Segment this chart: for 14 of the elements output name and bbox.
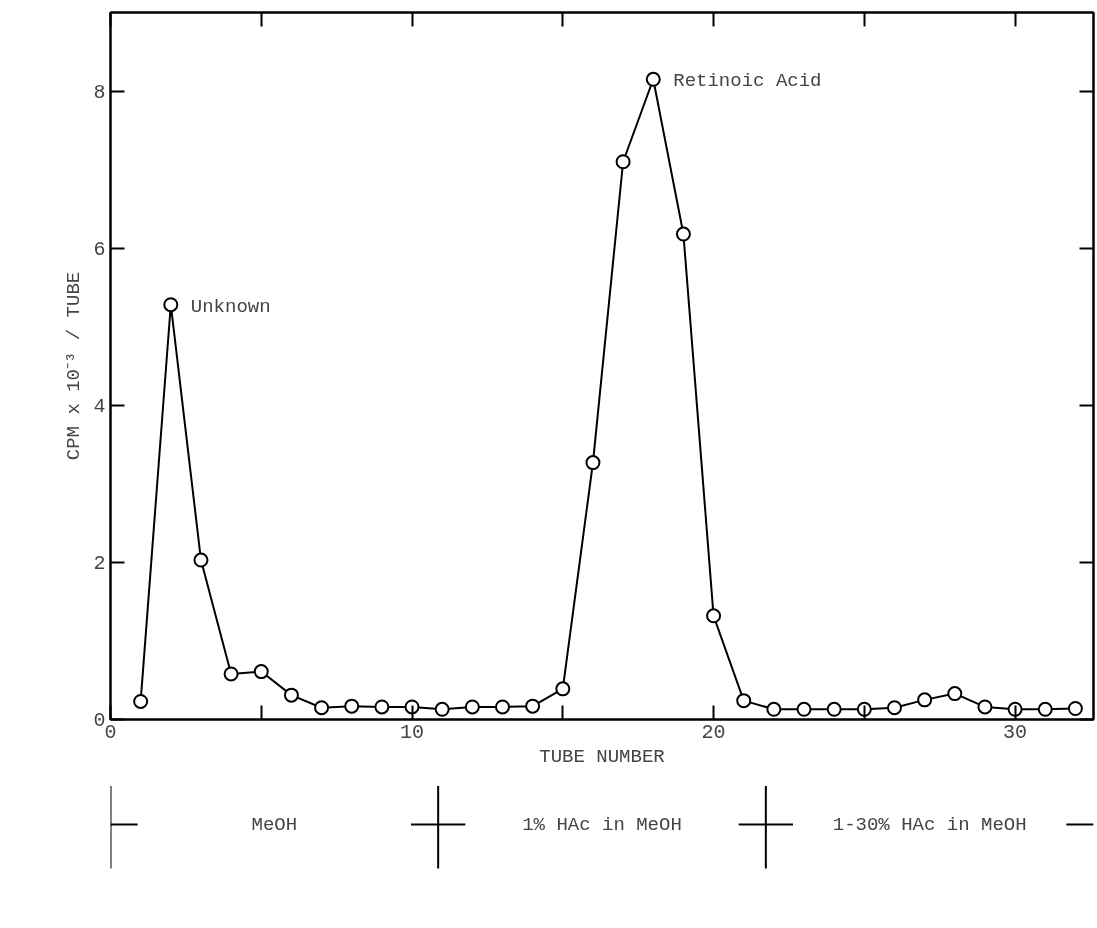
y-axis-title: CPM x 10⁻³ / TUBE <box>63 271 86 461</box>
annotation: Retinoic Acid <box>673 70 822 93</box>
y-tick-label: 4 <box>93 394 106 418</box>
text: MeOH <box>251 813 298 836</box>
text: 1% HAc in MeOH <box>522 813 682 836</box>
text: 1-30% HAc in MeOH <box>832 813 1027 836</box>
x-axis-title: TUBE NUMBER <box>539 745 665 768</box>
y-tick-label: 6 <box>93 237 106 261</box>
x-tick-label: 10 <box>400 720 425 744</box>
annotation: Unknown <box>190 295 271 318</box>
x-tick-label: 30 <box>1003 720 1028 744</box>
y-tick-label: 2 <box>93 551 106 575</box>
x-tick-label: 20 <box>701 720 726 744</box>
y-tick-label: 8 <box>93 80 106 104</box>
